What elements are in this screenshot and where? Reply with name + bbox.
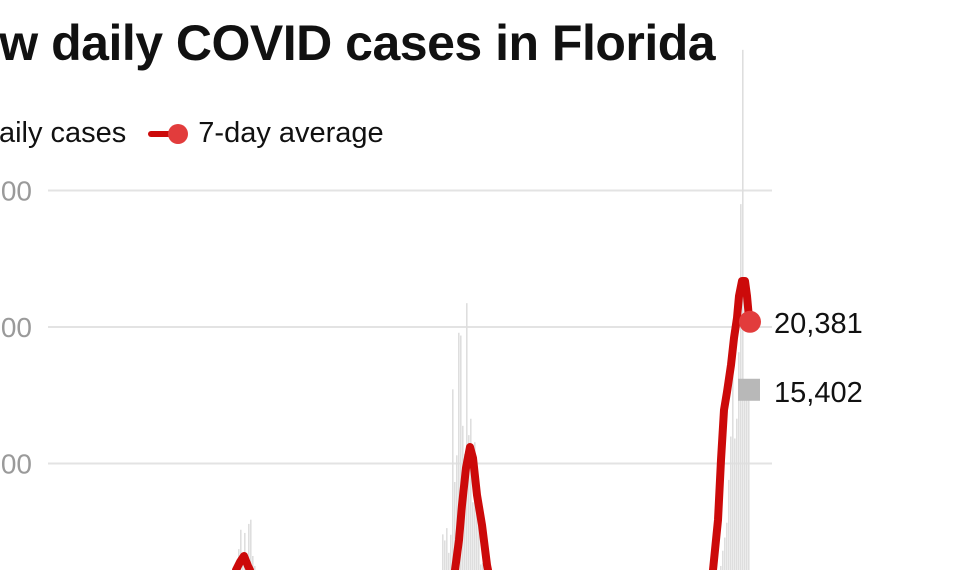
- daily-cases-bar-273: [736, 418, 738, 570]
- daily-cases-bar-276: [742, 49, 744, 570]
- daily-cases-bar-143: [476, 500, 478, 570]
- legend-label-7-day-average: 7-day average: [198, 117, 384, 149]
- daily-cases-bar-138: [466, 303, 468, 570]
- daily-cases-bar-139: [468, 435, 470, 570]
- daily-cases-bar-277: [744, 389, 746, 570]
- legend-item-7-day-average: 7-day average: [148, 117, 384, 150]
- daily-cases-bar-126: [442, 534, 444, 570]
- daily-cases-bar-133: [456, 455, 458, 570]
- daily-cases-bar-267: [724, 537, 726, 570]
- daily-cases-bar-25: [240, 529, 242, 570]
- daily-cases-bar-141: [472, 502, 474, 570]
- daily-cases-bar-145: [480, 564, 482, 570]
- daily-cases-bar-268: [726, 522, 728, 570]
- daily-cases-bar-274: [738, 352, 740, 570]
- daily-cases-bar-269: [728, 479, 730, 570]
- daily-cases-bar-130: [450, 534, 452, 570]
- daily-cases-bar-27: [244, 532, 246, 570]
- daily-cases-bar-128: [446, 528, 448, 570]
- avg-line-segment-2: [709, 277, 753, 570]
- daily-cases-end-marker: [738, 378, 760, 401]
- y-tick-label-0: 00: [1, 176, 32, 207]
- avg-line-end-dot: [739, 310, 761, 333]
- avg-line-segment-0: [232, 552, 254, 570]
- daily-cases-bar-131: [452, 389, 454, 570]
- daily-cases-bar-129: [448, 552, 450, 570]
- daily-cases-bar-272: [734, 438, 736, 570]
- chart-title: ew daily COVID cases in Florida: [0, 15, 716, 71]
- daily-cases-bar-31: [252, 556, 254, 570]
- chart-legend: Daily cases 7-day average: [0, 117, 384, 150]
- daily-cases-bar-278: [746, 386, 748, 570]
- daily-cases-bar-265: [720, 565, 722, 570]
- daily-cases-bar-140: [470, 418, 472, 570]
- daily-cases-bar-132: [454, 482, 456, 570]
- daily-cases-bar-146: [482, 562, 484, 570]
- daily-cases-bar-270: [730, 436, 732, 570]
- daily-cases-bar-266: [722, 550, 724, 570]
- legend-item-daily-cases: Daily cases: [0, 117, 126, 150]
- daily-cases-bar-last: [748, 389, 750, 570]
- daily-cases-bar-32: [254, 565, 256, 570]
- daily-end-label: 15,402: [774, 377, 863, 409]
- legend-line-dot-icon: [148, 123, 189, 144]
- daily-cases-bar-127: [444, 540, 446, 570]
- avg-end-label: 20,381: [774, 308, 863, 340]
- avg-line-segment-1: [451, 443, 492, 570]
- y-tick-label-1: 00: [1, 312, 32, 343]
- y-tick-label-2: 00: [1, 449, 32, 480]
- daily-cases-bar-29: [248, 523, 250, 570]
- daily-cases-bar-135: [460, 335, 462, 570]
- daily-cases-bar-134: [458, 332, 460, 570]
- daily-cases-bar-30: [250, 519, 252, 570]
- legend-label-daily-cases: Daily cases: [0, 117, 127, 149]
- daily-cases-bar-271: [732, 331, 734, 570]
- daily-cases-bar-144: [478, 517, 480, 570]
- daily-cases-bars: [236, 49, 750, 570]
